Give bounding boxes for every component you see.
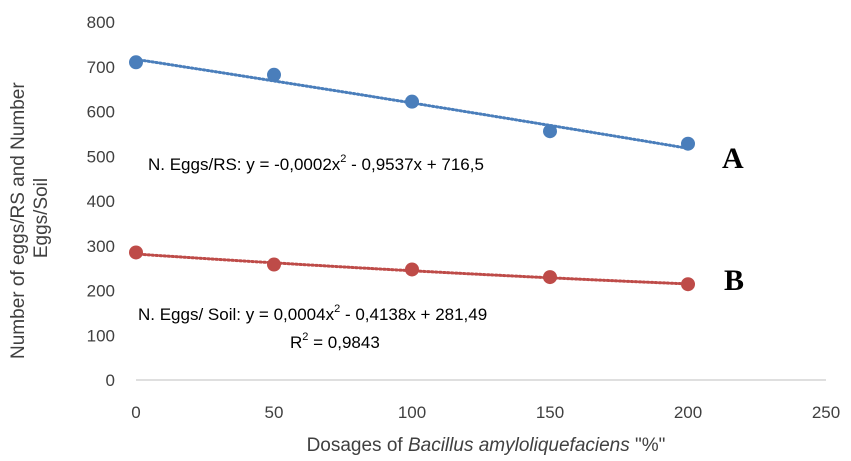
series-b-r-squared-part2: = 0,9843 bbox=[308, 333, 379, 352]
x-tick-label: 250 bbox=[812, 403, 840, 422]
series-b-equation-part2: - 0,4138x + 281,49 bbox=[340, 305, 487, 324]
y-tick-label: 200 bbox=[87, 282, 115, 301]
series-b-r-squared-sup: 2 bbox=[302, 331, 308, 343]
x-tick-label: 50 bbox=[265, 403, 284, 422]
series-b-equation: N. Eggs/ Soil: y = 0,0004x2 - 0,4138x + … bbox=[138, 303, 487, 324]
series-a-equation-part2: - 0,9537x + 716,5 bbox=[346, 155, 484, 174]
series-b-letter: B bbox=[724, 264, 744, 297]
y-tick-label: 800 bbox=[87, 13, 115, 32]
series-b-point bbox=[681, 277, 695, 292]
y-tick-label: 300 bbox=[87, 237, 115, 256]
series-b-r-squared: R2 = 0,9843 bbox=[290, 331, 380, 352]
series-b-equation-part1: N. Eggs/ Soil: y = 0,0004x bbox=[138, 305, 335, 324]
y-tick-labels: 0 100 200 300 400 500 600 700 800 bbox=[87, 13, 115, 390]
x-tick-label: 0 bbox=[131, 403, 140, 422]
series-a-point bbox=[405, 94, 419, 109]
series-a-equation: N. Eggs/RS: y = -0,0002x2 - 0,9537x + 71… bbox=[148, 153, 484, 174]
x-axis-title-suffix: "%" bbox=[630, 435, 666, 456]
y-tick-label: 500 bbox=[87, 147, 115, 166]
series-a-point bbox=[681, 136, 695, 151]
x-axis-title-prefix: Dosages of bbox=[307, 435, 408, 456]
x-axis-title: Dosages of Bacillus amyloliquefaciens "%… bbox=[307, 435, 666, 456]
y-tick-label: 0 bbox=[106, 371, 115, 390]
series-a-point bbox=[129, 55, 143, 70]
series-a-point bbox=[267, 67, 281, 82]
series-a-equation-part1: N. Eggs/RS: y = -0,0002x bbox=[148, 155, 341, 174]
y-tick-label: 600 bbox=[87, 103, 115, 122]
data-points bbox=[129, 55, 695, 292]
series-a-letter: A bbox=[722, 142, 744, 175]
y-axis-title: Number of eggs/RS and Number Eggs/Soil bbox=[8, 77, 52, 359]
series-b-point bbox=[543, 270, 557, 285]
y-axis-title-line1: Number of eggs/RS and Number bbox=[8, 82, 29, 359]
x-tick-label: 150 bbox=[536, 403, 564, 422]
series-b-point bbox=[267, 257, 281, 272]
series-b-r-squared-part1: R bbox=[290, 333, 302, 352]
series-a-point bbox=[543, 124, 557, 139]
series-b-point bbox=[129, 245, 143, 260]
x-tick-label: 100 bbox=[398, 403, 426, 422]
series-b-point bbox=[405, 262, 419, 277]
y-tick-label: 700 bbox=[87, 58, 115, 77]
y-tick-label: 100 bbox=[87, 326, 115, 345]
y-axis-title-line2: Eggs/Soil bbox=[31, 178, 52, 258]
x-axis-title-species: Bacillus amyloliquefaciens bbox=[408, 435, 630, 456]
y-tick-label: 400 bbox=[87, 192, 115, 211]
series-a-equation-sup: 2 bbox=[340, 153, 346, 165]
series-b-equation-sup: 2 bbox=[334, 303, 340, 315]
x-tick-label: 200 bbox=[674, 403, 702, 422]
x-tick-labels: 0 50 100 150 200 250 bbox=[131, 403, 840, 422]
